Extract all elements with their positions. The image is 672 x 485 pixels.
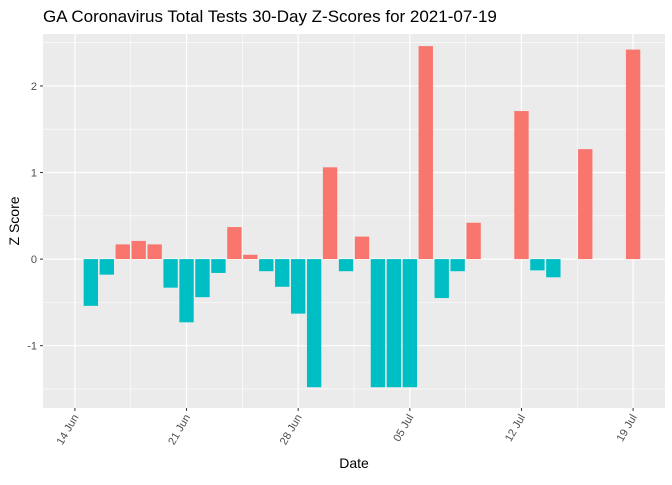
bar [115,244,130,260]
bar [211,259,226,273]
chart-title: GA Coronavirus Total Tests 30-Day Z-Scor… [43,7,497,26]
bar [338,259,354,272]
major-gridlines [43,34,665,408]
bar [306,259,322,388]
x-tick-label: 14 Jun [55,413,82,448]
x-tick-label: 05 Jul [391,413,416,444]
bar [418,46,433,260]
bar [243,254,258,260]
x-tick-label: 12 Jul [503,413,528,444]
x-tick-label: 28 Jun [278,413,305,448]
bar [99,259,114,275]
y-tick-label: 0 [31,254,37,266]
bar [546,259,561,278]
bar [450,259,465,272]
y-tick-label: 1 [31,168,37,180]
bar [291,259,306,314]
x-tick-label: 19 Jul [615,413,640,444]
bar [625,49,641,260]
bar [514,111,529,260]
bars [83,46,641,388]
y-axis: -1 0 1 2 [27,81,43,353]
bar [275,259,290,287]
x-axis: 14 Jun 21 Jun 28 Jun 05 Jul 12 Jul 19 Jul [55,408,640,447]
bar [83,259,99,306]
y-tick-label: -1 [27,341,37,353]
bar [370,259,386,388]
bar [195,259,210,298]
bar [322,167,338,260]
bar [530,259,545,271]
y-tick-label: 2 [31,81,37,93]
x-axis-title: Date [339,455,369,471]
bar [227,227,242,260]
bar [402,259,417,388]
bar [354,236,370,260]
bar [466,222,481,260]
x-tick-label: 21 Jun [166,413,193,448]
bar [163,259,178,288]
bar [131,240,146,260]
y-axis-title: Z Score [6,196,22,245]
bar [179,259,194,323]
bar [386,259,402,388]
bar [578,149,593,260]
bar [147,244,162,260]
bar [259,259,274,272]
bar [434,259,449,299]
